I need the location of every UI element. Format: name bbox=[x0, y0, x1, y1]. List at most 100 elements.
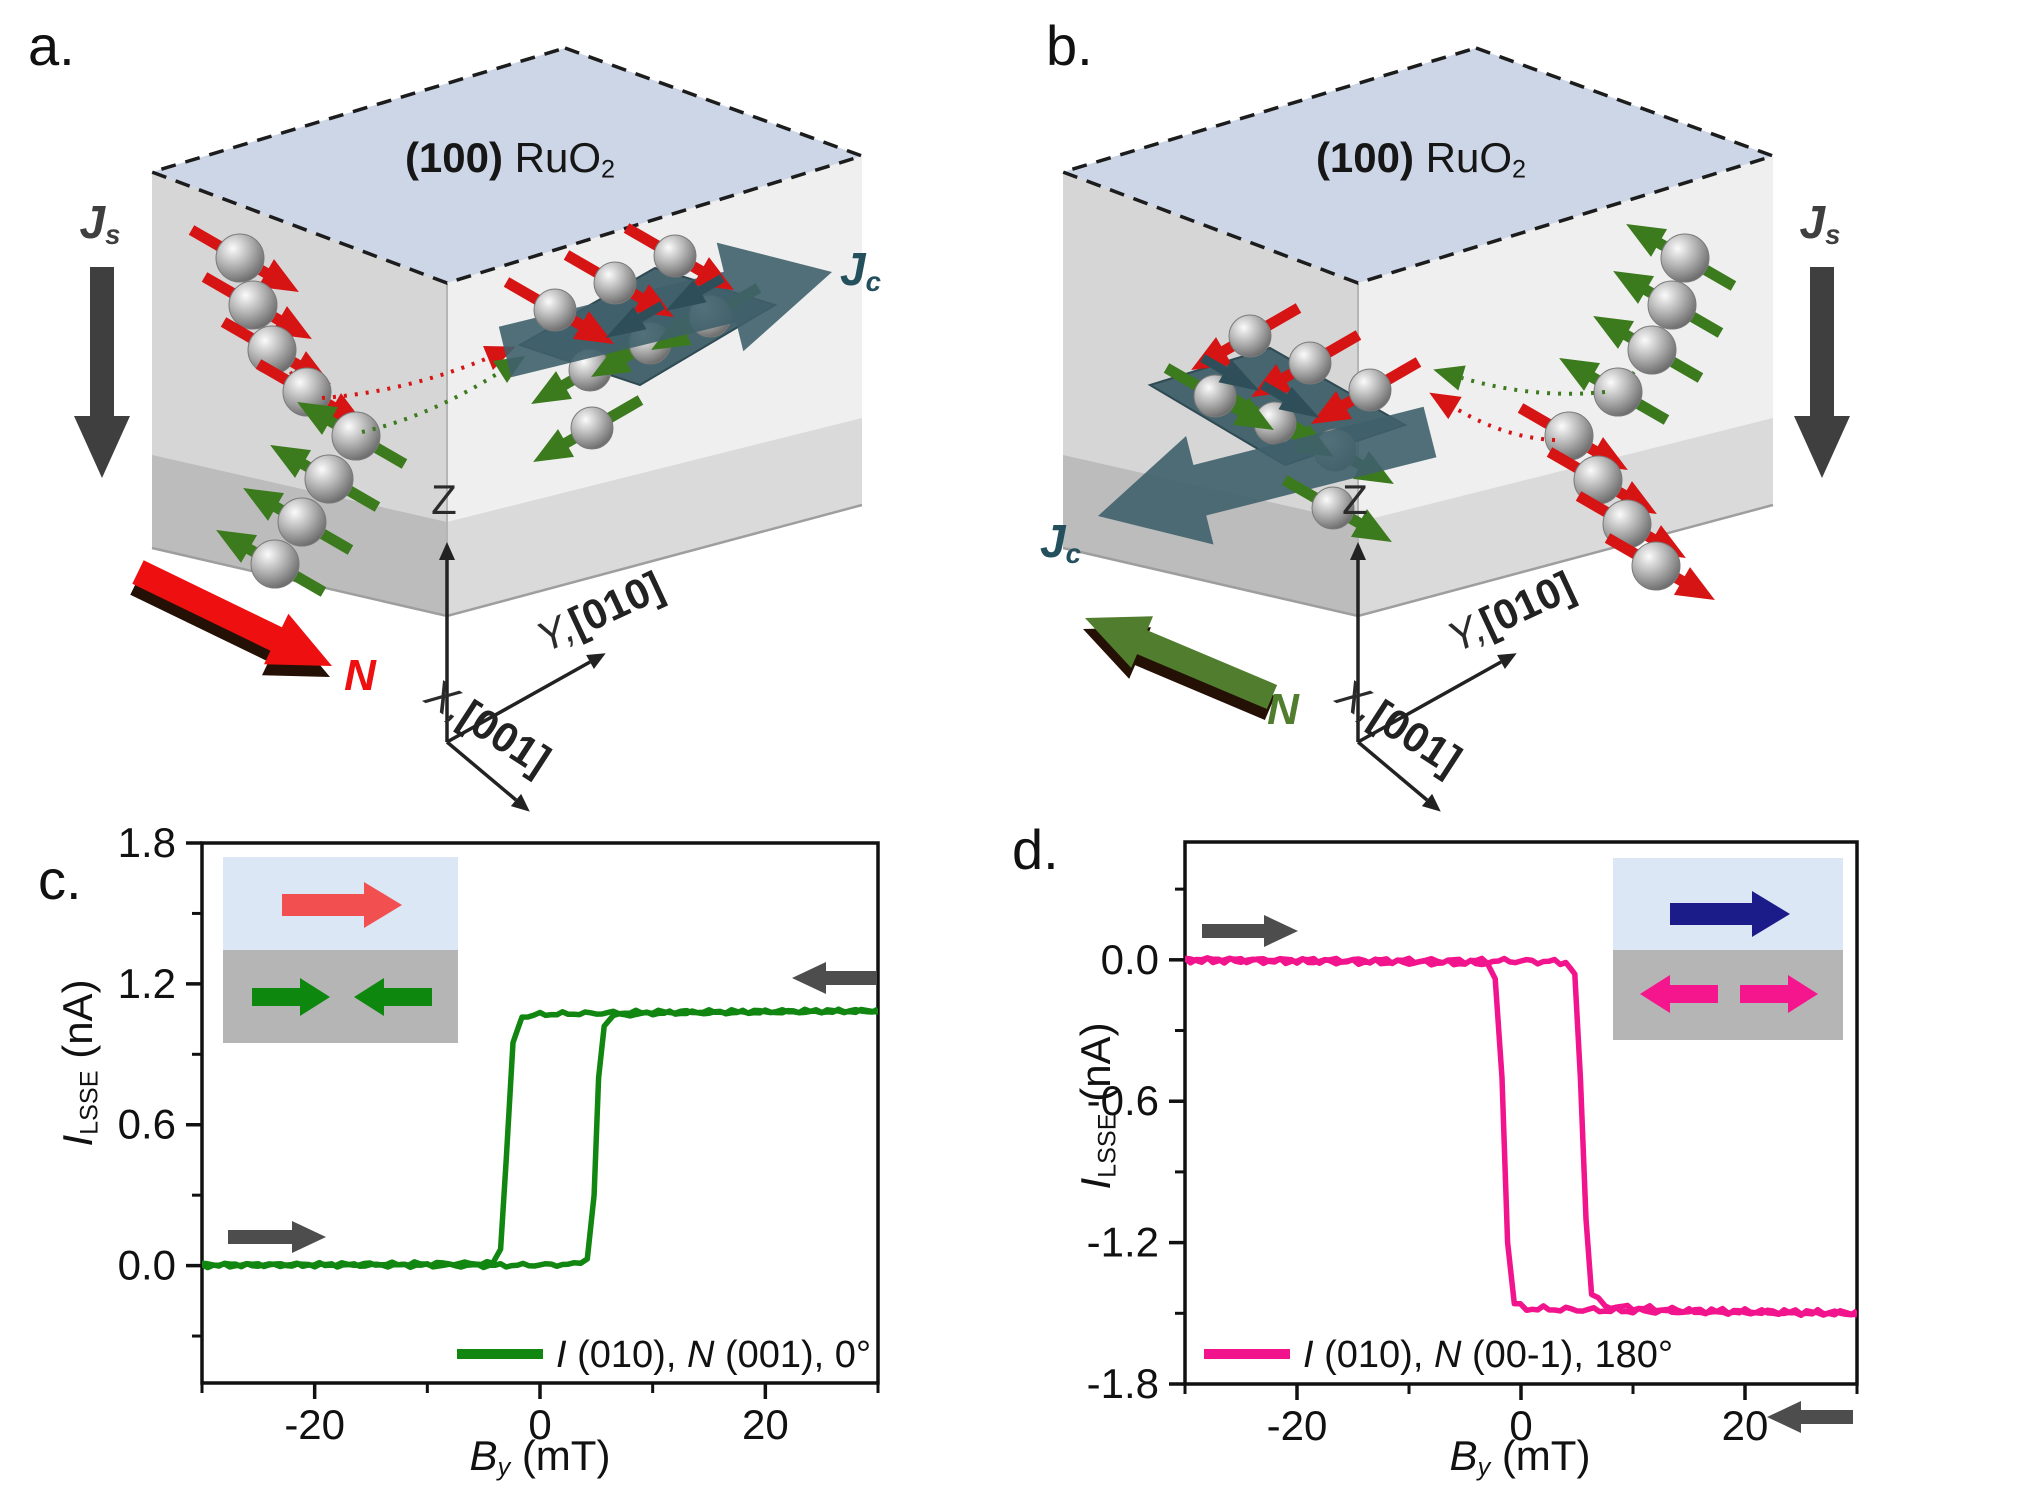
spin-arrow-head bbox=[216, 530, 258, 563]
chart-d-legend-n: N bbox=[1433, 1334, 1462, 1376]
x-tick-label: 0 bbox=[1509, 1402, 1532, 1449]
jc-sub-b: c bbox=[1065, 538, 1081, 570]
field-sweep-arrow bbox=[1767, 1401, 1853, 1433]
inset-top-magnetization-arrow bbox=[1670, 891, 1790, 937]
atom-sphere bbox=[228, 280, 278, 330]
z-axis-label-a: Z bbox=[431, 476, 457, 523]
crystal-formula-a: RuO bbox=[503, 134, 602, 182]
crystal-label-a: (100) RuO2 bbox=[405, 137, 615, 183]
spin-cone bbox=[1278, 386, 1320, 418]
z-axis-label-b: Z bbox=[1342, 476, 1368, 523]
crystal-formula-sub-b: 2 bbox=[1512, 155, 1527, 184]
chart-c-legend-t2: (001), 0° bbox=[714, 1334, 872, 1376]
spin-arrow-head bbox=[1593, 316, 1635, 349]
atom-sphere bbox=[1311, 486, 1355, 530]
atom-sphere bbox=[570, 406, 614, 450]
atom-sphere bbox=[1288, 341, 1332, 385]
chart-d-legend-t2: (00-1), 180° bbox=[1461, 1334, 1674, 1376]
neel-vector-arrow bbox=[132, 560, 332, 666]
spin-arrow-head bbox=[270, 445, 312, 478]
x-tick-label: -20 bbox=[284, 1401, 345, 1448]
hysteresis-curve-down-sweep bbox=[1185, 955, 1857, 1319]
spin-arrow-head bbox=[533, 429, 575, 462]
atom-sphere bbox=[1193, 374, 1237, 418]
chart-d-ylabel-sub: LSSE bbox=[1093, 1113, 1122, 1178]
axis-x bbox=[445, 740, 518, 802]
charge-current-label-a: Jc bbox=[840, 246, 881, 296]
axis-x-head bbox=[1421, 793, 1441, 812]
atom-sphere bbox=[282, 367, 332, 417]
crystal-formula-sub-a: 2 bbox=[601, 155, 616, 184]
axis-y bbox=[1357, 660, 1502, 744]
spin-arrow-head bbox=[1613, 271, 1655, 304]
crystal-floor-right bbox=[1358, 418, 1773, 616]
chart-c-xlabel-sub: y bbox=[497, 1453, 511, 1482]
spin-current-label-b: Js bbox=[1800, 199, 1841, 249]
chart-c-legend-i: I bbox=[556, 1334, 567, 1376]
y-tick-label: 1.2 bbox=[118, 960, 176, 1007]
panel-a-tag: a. bbox=[28, 14, 75, 77]
chart-d-xlabel-symbol: B bbox=[1449, 1432, 1478, 1480]
jc-sub-a: c bbox=[865, 266, 881, 298]
spin-cone-tail bbox=[697, 274, 725, 295]
spin-arrow-head bbox=[1559, 358, 1601, 391]
atom-sphere bbox=[1228, 314, 1272, 358]
spin-arrow-head bbox=[572, 311, 614, 344]
field-sweep-arrow bbox=[228, 1221, 326, 1253]
chart-c-ylabel: ILSSE (nA) bbox=[54, 979, 104, 1147]
chart-c: -20 0 20 1.8 1.2 0.6 0.0 bbox=[118, 819, 880, 1448]
axis-x bbox=[1356, 740, 1429, 802]
spin-current-arrow bbox=[1794, 267, 1850, 478]
jc-letter-a: J bbox=[840, 243, 866, 295]
js-letter-b: J bbox=[1799, 196, 1826, 249]
y-tick-label: 0.6 bbox=[118, 1101, 176, 1148]
x-tick-label: -20 bbox=[1267, 1402, 1328, 1449]
chart-c-legend-t1: (010), bbox=[566, 1334, 687, 1376]
crystal-schematic-b bbox=[1057, 46, 1850, 812]
chart-d-xlabel: By (mT) bbox=[1450, 1435, 1591, 1481]
axis-y bbox=[446, 660, 591, 744]
crystal-plane-a: (100) bbox=[404, 134, 504, 182]
x-tick-label: 20 bbox=[1722, 1402, 1769, 1449]
crystal-top-face bbox=[1057, 46, 1779, 285]
atom-sphere bbox=[304, 454, 354, 504]
crystal-top-face bbox=[146, 46, 868, 285]
spin-arrow-head bbox=[243, 488, 285, 521]
chart-d-legend-t1: (010), bbox=[1313, 1334, 1434, 1376]
atom-sphere bbox=[277, 497, 327, 547]
chart-c-ylabel-unit: (nA) bbox=[54, 979, 102, 1071]
inset-top-magnetization-arrow bbox=[282, 882, 402, 928]
y-tick-label: -0.6 bbox=[1087, 1077, 1159, 1124]
axis-x-head bbox=[510, 793, 530, 812]
atom-sphere bbox=[653, 234, 697, 278]
chart-d-legend-i: I bbox=[1303, 1334, 1314, 1376]
chart-c-ylabel-symbol: I bbox=[54, 1134, 102, 1147]
electron-path-arrowhead bbox=[1429, 392, 1462, 420]
crystal-floor-right bbox=[447, 418, 862, 616]
y-tick-label: 0.0 bbox=[1101, 936, 1159, 983]
field-sweep-arrow bbox=[1202, 915, 1298, 947]
crystal-formula-b: RuO bbox=[1414, 134, 1513, 182]
spin-arrow-head bbox=[531, 371, 573, 404]
chart-c-ylabel-sub: LSSE bbox=[75, 1070, 104, 1135]
spin-arrow-head bbox=[297, 402, 339, 435]
panel-d-tag: d. bbox=[1012, 818, 1059, 881]
charge-current-label-b: Jc bbox=[1040, 518, 1081, 568]
chart-c-legend: I (010), N (001), 0° bbox=[556, 1336, 871, 1374]
spin-arrow-head bbox=[1232, 397, 1274, 430]
atom-sphere bbox=[215, 233, 265, 283]
chart-d-ylabel-unit: (nA) bbox=[1072, 1022, 1120, 1114]
chart-d-ylabel-symbol: I bbox=[1072, 1177, 1120, 1190]
atom-sphere bbox=[331, 411, 381, 461]
hysteresis-curve-down-sweep bbox=[202, 1006, 878, 1271]
chart-c-xlabel-symbol: B bbox=[469, 1432, 498, 1480]
atom-sphere bbox=[533, 288, 577, 332]
inset-sublattice-arrow bbox=[252, 978, 330, 1016]
crystal-schematic-a bbox=[74, 46, 868, 812]
spin-cone bbox=[605, 306, 647, 338]
spin-cone bbox=[665, 279, 707, 311]
chart-d: -20 0 20 0.0 -0.6 -1.2 -1.8 bbox=[1087, 840, 1859, 1449]
crystal-label-b: (100) RuO2 bbox=[1316, 137, 1526, 183]
axis-z-head bbox=[1350, 542, 1366, 560]
